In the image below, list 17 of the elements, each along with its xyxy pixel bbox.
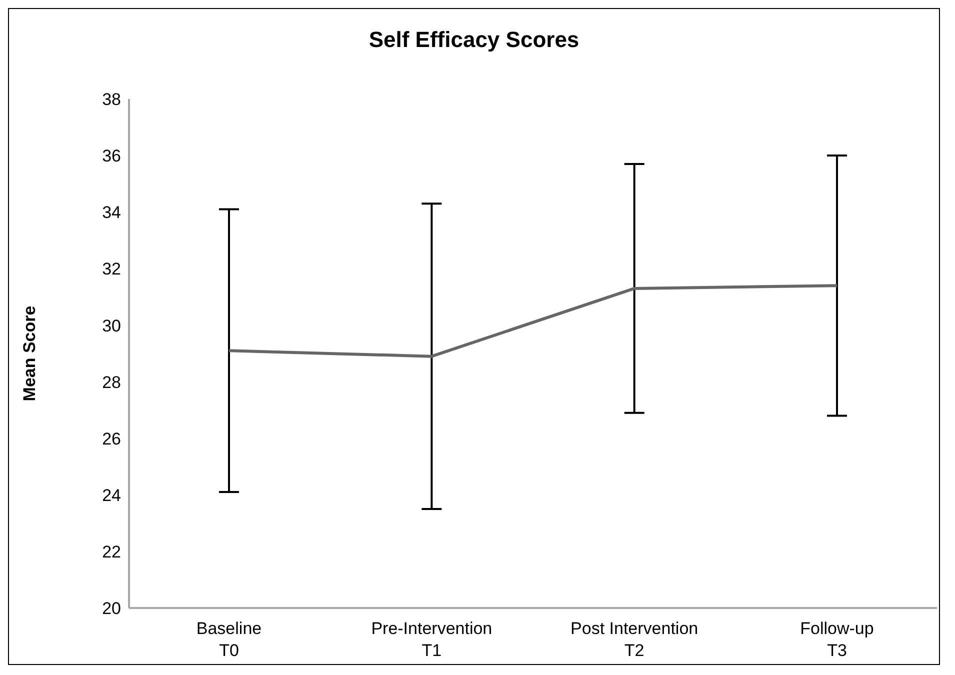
- x-tick-label: Baseline T0: [196, 619, 262, 660]
- y-tick-label: 20: [102, 599, 121, 618]
- y-tick-label: 22: [102, 542, 121, 562]
- y-tick-label: 38: [102, 90, 121, 110]
- y-tick-label: 30: [102, 316, 121, 336]
- line-series: [228, 284, 838, 358]
- y-axis-title: Mean Score: [20, 306, 40, 402]
- y-tick-label: 32: [102, 260, 121, 279]
- y-tick-label: 28: [102, 372, 121, 392]
- y-tick-label: 34: [102, 203, 121, 222]
- y-tick-label: 36: [102, 146, 121, 166]
- x-tick-label: Post Intervention T2: [570, 619, 698, 660]
- y-tick-label: 26: [102, 429, 121, 448]
- x-tick-label: Pre-Intervention T1: [371, 619, 492, 660]
- y-tick-label: 24: [102, 486, 121, 505]
- x-tick-label: Follow-up T3: [800, 619, 874, 660]
- chart-title: Self Efficacy Scores: [368, 27, 580, 53]
